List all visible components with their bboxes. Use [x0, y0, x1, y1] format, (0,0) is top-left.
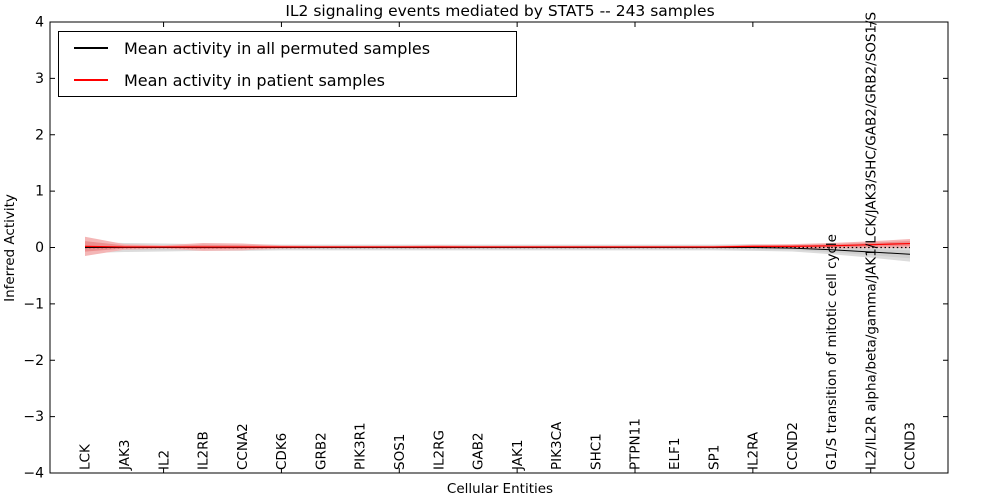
x-tick-label: JAK3 — [117, 440, 133, 471]
x-tick-label: SOS1 — [392, 434, 408, 470]
y-tick-label: 0 — [35, 240, 44, 256]
legend: Mean activity in all permuted samples Me… — [58, 31, 517, 97]
permuted-line-swatch — [74, 47, 108, 49]
y-tick-label: 2 — [35, 127, 44, 143]
y-tick-label: −2 — [23, 353, 44, 369]
patient-line-swatch — [74, 79, 108, 81]
x-tick-label: IL2RA — [746, 431, 762, 470]
x-axis-label: Cellular Entities — [446, 481, 554, 497]
x-tick-label: JAK1 — [510, 440, 526, 471]
x-tick-label: IL2RB — [196, 431, 212, 470]
y-tick-label: −4 — [23, 466, 44, 482]
x-tick-label: PIK3CA — [549, 421, 565, 470]
y-tick-label: 3 — [35, 71, 44, 87]
x-tick-label: LCK — [78, 443, 94, 470]
legend-entry-patient: Mean activity in patient samples — [74, 71, 516, 90]
y-axis-label: Inferred Activity — [2, 194, 18, 302]
legend-label-permuted: Mean activity in all permuted samples — [124, 38, 431, 58]
x-tick-label: GAB2 — [471, 432, 487, 470]
legend-label-patient: Mean activity in patient samples — [124, 70, 385, 90]
x-tick-label: PTPN11 — [628, 418, 644, 470]
x-tick-label: CDK6 — [274, 433, 290, 470]
x-tick-label: ELF1 — [667, 438, 683, 470]
x-tick-label: SHC1 — [588, 433, 604, 470]
x-tick-label: CCNA2 — [235, 423, 251, 470]
patient-mean-line — [84, 242, 911, 248]
y-tick-label: −3 — [23, 409, 44, 425]
x-tick-label: IL2RG — [431, 430, 447, 470]
x-tick-label: IL2/IL2R alpha/beta/gamma/JAK1/LCK/JAK3/… — [863, 12, 879, 470]
y-tick-label: 1 — [35, 184, 44, 200]
x-tick-label: G1/S transition of mitotic cell cycle — [824, 234, 840, 470]
chart-title: IL2 signaling events mediated by STAT5 -… — [285, 2, 715, 20]
y-tick-label: −1 — [23, 296, 44, 312]
x-tick-label: GRB2 — [313, 432, 329, 470]
x-tick-label: IL2 — [156, 450, 172, 470]
x-tick-label: CCND3 — [903, 422, 919, 470]
x-tick-label: CCND2 — [785, 422, 801, 470]
x-tick-label: PIK3R1 — [353, 422, 369, 470]
legend-entry-permuted: Mean activity in all permuted samples — [74, 39, 516, 58]
x-tick-label: SP1 — [706, 445, 722, 470]
y-tick-label: 4 — [35, 15, 44, 31]
